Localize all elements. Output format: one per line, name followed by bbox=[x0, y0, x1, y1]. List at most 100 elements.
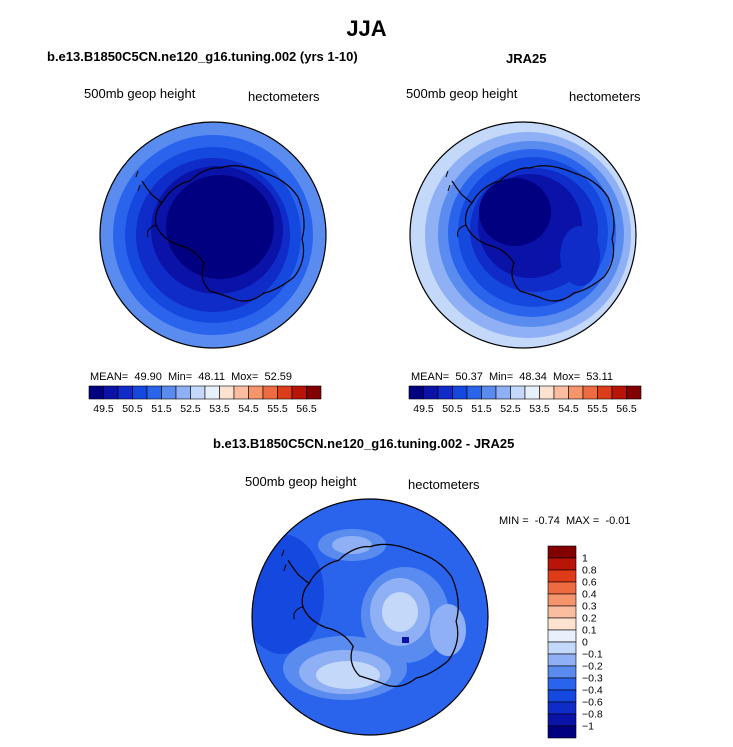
panel2-colorbar-box bbox=[553, 385, 569, 400]
panel2-colorbar-box bbox=[466, 385, 482, 400]
panel2-colorbar-box bbox=[437, 385, 453, 400]
panel1-colorbar-tick-label: 50.5 bbox=[122, 403, 143, 415]
panel2-colorbar-tick-label: 53.5 bbox=[529, 403, 550, 415]
panel3-band-7 bbox=[332, 536, 372, 554]
panel1-max-value: 52.59 bbox=[264, 371, 292, 383]
panel1-variable-label: 500mb geop height bbox=[84, 86, 196, 101]
panel1-colorbar-box bbox=[204, 385, 220, 400]
panel2-mean-value: 50.37 bbox=[455, 371, 483, 383]
panel1-mean-value: 49.90 bbox=[134, 371, 162, 383]
panel3-min-label: MIN = bbox=[499, 515, 529, 527]
panel3-colorbar-tick-label: −0.8 bbox=[582, 709, 603, 721]
panel2-colorbar-box bbox=[510, 385, 526, 400]
panel3-title: b.e13.B1850C5CN.ne120_g16.tuning.002 - J… bbox=[213, 436, 515, 451]
panel3-map bbox=[252, 499, 488, 735]
panel1-colorbar-tick-label: 55.5 bbox=[267, 403, 288, 415]
panel3-band-10 bbox=[382, 592, 418, 632]
panel2-colorbar-box bbox=[452, 385, 468, 400]
panel2-map bbox=[410, 122, 636, 348]
panel1-colorbar-tick-label: 56.5 bbox=[296, 403, 317, 415]
panel3-colorbar-tick-label: −0.6 bbox=[582, 697, 603, 709]
panel3-stats: MIN = -0.74 MAX = -0.01 bbox=[499, 515, 631, 527]
panel2-max-value: 53.11 bbox=[586, 371, 613, 383]
panel1-colorbar: 49.5 50.5 51.5 52.5 53.5 54.5 55.5 56.5 bbox=[88, 385, 322, 415]
panel2-min-label: Min= bbox=[489, 371, 514, 383]
figure-title: JJA bbox=[346, 16, 387, 41]
panel1-colorbar-tick-label: 52.5 bbox=[180, 403, 201, 415]
panel3-colorbar-box bbox=[547, 701, 577, 715]
panel2-max-label: Mox= bbox=[552, 371, 581, 383]
panel3-colorbar-box bbox=[547, 689, 577, 703]
panel2-band-9 bbox=[560, 226, 600, 286]
panel2-colorbar-tick-label: 55.5 bbox=[587, 403, 608, 415]
panel1-colorbar-box bbox=[117, 385, 133, 400]
panel1-colorbar-tick-label: 51.5 bbox=[151, 403, 172, 415]
panel2-colorbar-box bbox=[495, 385, 511, 400]
panel1-colorbar-box bbox=[88, 385, 104, 400]
panel1-min-value: 48.11 bbox=[198, 371, 225, 383]
panel1-min-label: Min= bbox=[168, 371, 193, 383]
panel3-colorbar-tick-label: 0.1 bbox=[582, 625, 597, 637]
panel1-colorbar-box bbox=[248, 385, 264, 400]
panel3-colorbar-tick-label: 0.4 bbox=[582, 589, 597, 601]
panel3-colorbar-box bbox=[547, 617, 577, 631]
panel3-colorbar-box bbox=[547, 665, 577, 679]
panel3-colorbar-box bbox=[547, 725, 577, 739]
panel3-colorbar-tick-label: −0.3 bbox=[582, 673, 603, 685]
panel3-band-2 bbox=[252, 534, 324, 654]
panel2-title: JRA25 bbox=[506, 51, 547, 66]
panel3-colorbar-tick-label: 1 bbox=[582, 553, 588, 565]
panel1-colorbar-box bbox=[233, 385, 249, 400]
panel1-mean-label: MEAN= bbox=[90, 371, 129, 383]
panel3-colorbar-box bbox=[547, 713, 577, 727]
panel3-colorbar-tick-label: 0.8 bbox=[582, 565, 597, 577]
panel2-colorbar-box bbox=[408, 385, 424, 400]
panel1-colorbar-box bbox=[146, 385, 162, 400]
panel1-colorbar-box bbox=[277, 385, 293, 400]
panel2-colorbar-box bbox=[582, 385, 598, 400]
panel2-colorbar-tick-label: 49.5 bbox=[413, 403, 434, 415]
panel3-colorbar-box bbox=[547, 653, 577, 667]
panel3-colorbar-box bbox=[547, 629, 577, 643]
panel2-colorbar-tick-label: 50.5 bbox=[442, 403, 463, 415]
panel2-mean-label: MEAN= bbox=[411, 371, 450, 383]
panel3-variable-label: 500mb geop height bbox=[245, 474, 357, 489]
panel2-colorbar-box bbox=[626, 385, 642, 400]
panel2-colorbar: 49.5 50.5 51.5 52.5 53.5 54.5 55.5 56.5 bbox=[408, 385, 642, 415]
panel2-colorbar-box bbox=[524, 385, 540, 400]
panel3-colorbar-box bbox=[547, 641, 577, 655]
panel2-map-border bbox=[409, 121, 637, 349]
panel3-colorbar-tick-label: −0.4 bbox=[582, 685, 603, 697]
panel3-colorbar-tick-label: −0.2 bbox=[582, 661, 603, 673]
panel2-colorbar-box bbox=[481, 385, 497, 400]
panel2-stats: MEAN= 50.37 Min= 48.34 Mox= 53.11 bbox=[411, 371, 613, 383]
panel1-colorbar-tick-label: 53.5 bbox=[209, 403, 230, 415]
panel3-max-label: MAX = bbox=[565, 515, 600, 527]
panel2-colorbar-box bbox=[611, 385, 627, 400]
panel2-colorbar-box bbox=[568, 385, 584, 400]
panel2-colorbar-box bbox=[597, 385, 613, 400]
panel3-colorbar-box bbox=[547, 677, 577, 691]
panel3-band-12 bbox=[402, 637, 409, 643]
panel1-max-label: Mox= bbox=[231, 371, 259, 383]
panel3-band-11 bbox=[430, 604, 466, 656]
panel3-map-border bbox=[251, 498, 489, 736]
panel3-colorbar-tick-label: 0.2 bbox=[582, 613, 597, 625]
panel3-colorbar-tick-label: −0.1 bbox=[582, 649, 603, 661]
panel3-colorbar-tick-label: 0.3 bbox=[582, 601, 597, 613]
panel1-map-border bbox=[99, 121, 327, 349]
panel1-colorbar-box bbox=[161, 385, 177, 400]
panel2-units-label: hectometers bbox=[569, 89, 641, 104]
panel2-colorbar-tick-label: 56.5 bbox=[616, 403, 637, 415]
panel1-band-6 bbox=[166, 175, 274, 279]
panel3-colorbar-box bbox=[547, 557, 577, 571]
panel1-colorbar-box bbox=[175, 385, 191, 400]
panel3-colorbar-box bbox=[547, 581, 577, 595]
panel3-colorbar-tick-label: 0.6 bbox=[582, 577, 597, 589]
panel2-variable-label: 500mb geop height bbox=[406, 86, 518, 101]
panel3-units-label: hectometers bbox=[408, 477, 480, 492]
panel2-colorbar-tick-label: 52.5 bbox=[500, 403, 521, 415]
panel3-colorbar-box bbox=[547, 605, 577, 619]
panel1-colorbar-tick-label: 49.5 bbox=[93, 403, 114, 415]
